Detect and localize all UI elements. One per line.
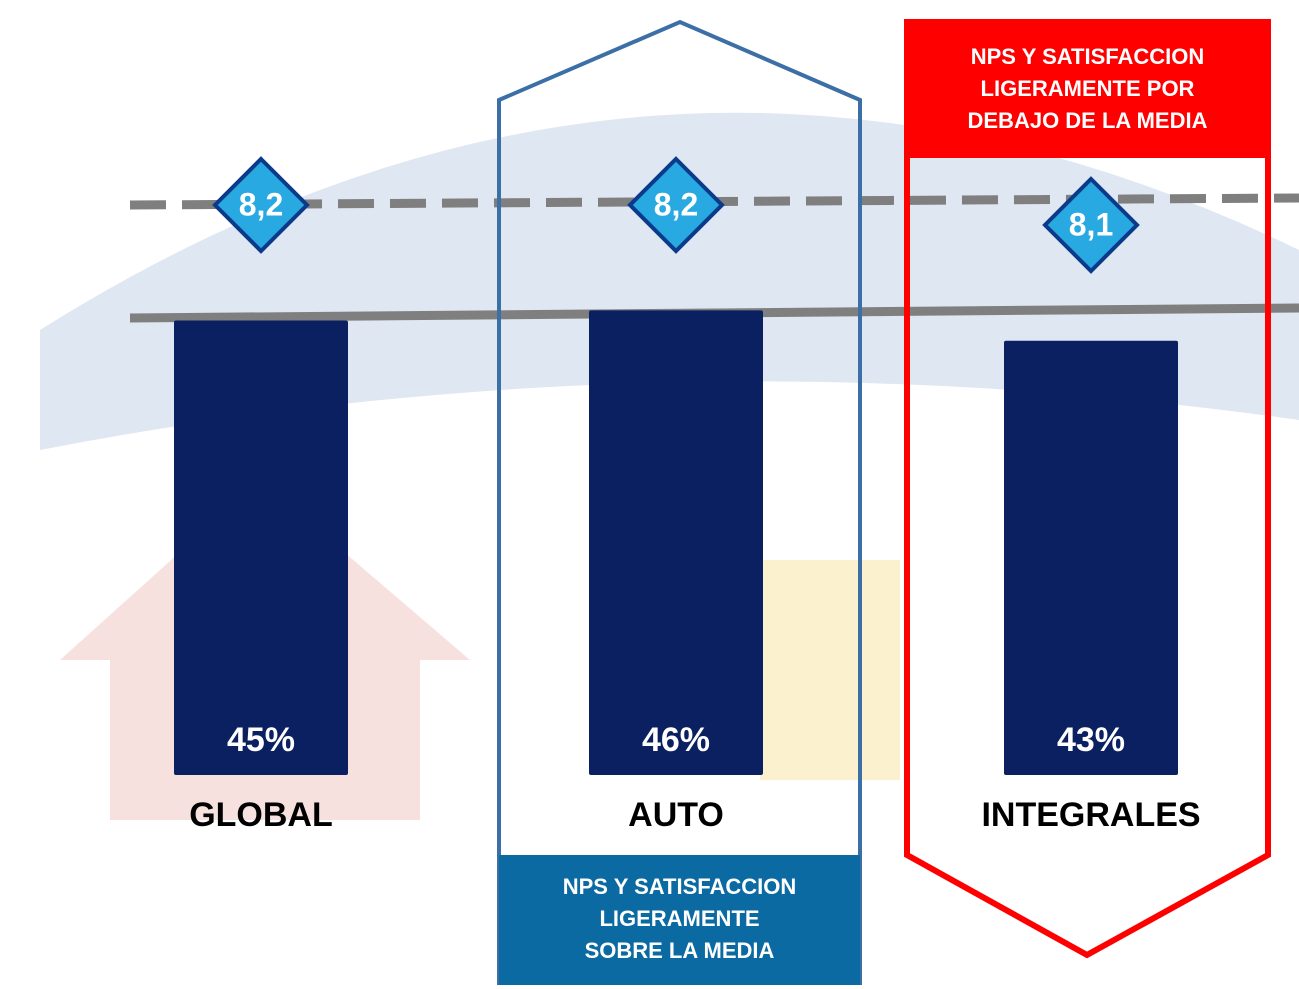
annotation-text: LIGERAMENTE POR (981, 76, 1195, 101)
value-label: 45% (227, 721, 295, 759)
annotation-text: LIGERAMENTE (599, 906, 759, 931)
x-tick-label: AUTO (628, 796, 724, 834)
annotation-text: DEBAJO DE LA MEDIA (968, 108, 1208, 133)
coin-background (760, 560, 900, 780)
annotation-box: NPS Y SATISFACCION LIGERAMENTE POR DEBAJO … (907, 22, 1268, 158)
marker-label: 8,1 (1069, 206, 1113, 242)
marker-label: 8,2 (239, 186, 283, 222)
marker-label: 8,2 (654, 186, 698, 222)
x-tick-label: GLOBAL (189, 796, 333, 834)
bar (1004, 341, 1178, 775)
annotation-text: NPS Y SATISFACCION (563, 874, 797, 899)
value-label: 43% (1057, 721, 1125, 759)
bar (174, 321, 348, 776)
bar (589, 310, 763, 775)
value-label: 46% (642, 721, 710, 759)
annotation-text: SOBRE LA MEDIA (585, 938, 775, 963)
x-tick-label: INTEGRALES (981, 796, 1200, 834)
chart: NPS Y SATISFACCION LIGERAMENTE SOBRE LA ME… (0, 0, 1299, 989)
annotation-box: NPS Y SATISFACCION LIGERAMENTE SOBRE LA ME… (499, 855, 860, 985)
annotation-text: NPS Y SATISFACCION (971, 44, 1205, 69)
